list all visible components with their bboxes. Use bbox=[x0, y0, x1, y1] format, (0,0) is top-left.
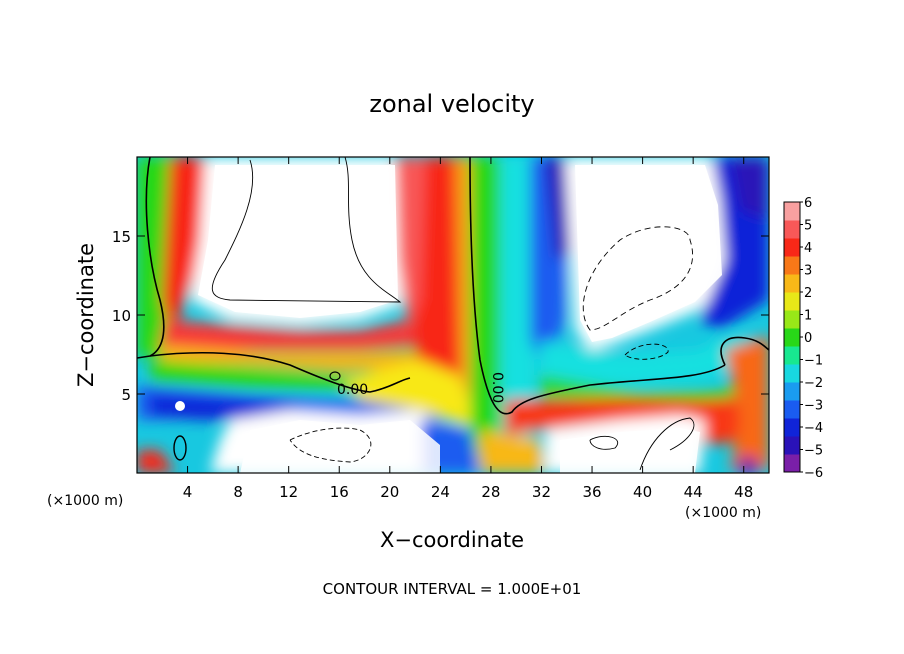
colorbar-label: −2 bbox=[804, 376, 823, 391]
colorbar-label: 1 bbox=[804, 309, 812, 324]
contour-dashed-bottom bbox=[289, 427, 372, 463]
colorbar-swatch bbox=[784, 364, 800, 383]
colorbar-swatch bbox=[784, 328, 800, 347]
x-tick-label: 16 bbox=[330, 483, 349, 501]
y-tick-label: 15 bbox=[112, 228, 131, 246]
colorbar-label: 3 bbox=[804, 264, 812, 279]
contour-zero-mid bbox=[149, 351, 411, 393]
y-axis-ticks: 5 10 15 bbox=[112, 228, 769, 404]
colorbar-label: 6 bbox=[804, 196, 812, 211]
x-tick-label: 36 bbox=[582, 483, 601, 501]
colorbar-swatch bbox=[784, 256, 800, 275]
x-tick-label: 44 bbox=[684, 483, 703, 501]
x-tick-label: 28 bbox=[481, 483, 500, 501]
contour-thin-bottom-right bbox=[589, 417, 695, 471]
colorbar bbox=[783, 201, 801, 473]
colorbar-swatch bbox=[784, 220, 800, 239]
colorbar-swatch bbox=[784, 346, 800, 365]
x-tick-label: 24 bbox=[431, 483, 450, 501]
colorbar-label: −1 bbox=[804, 354, 823, 369]
contour-label-left: 0.00 bbox=[337, 382, 368, 398]
y-tick-label: 5 bbox=[121, 386, 131, 404]
x-tick-label: 48 bbox=[734, 483, 753, 501]
x-tick-label: 32 bbox=[532, 483, 551, 501]
contour-interval-note: CONTOUR INTERVAL = 1.000E+01 bbox=[323, 580, 582, 598]
colorbar-swatch bbox=[784, 292, 800, 311]
contour-zero-column bbox=[469, 157, 726, 415]
x-axis-label: X−coordinate bbox=[380, 528, 524, 552]
contour-zero-left bbox=[137, 157, 165, 359]
colorbar-label: −4 bbox=[804, 421, 823, 436]
colorbar-label: 0 bbox=[804, 331, 812, 346]
colorbar-swatch bbox=[784, 238, 800, 257]
colorbar-swatch bbox=[784, 202, 800, 221]
colorbar-swatch bbox=[784, 274, 800, 293]
x-tick-label: 8 bbox=[233, 483, 243, 501]
x-tick-label: 40 bbox=[633, 483, 652, 501]
colorbar-swatch bbox=[784, 400, 800, 419]
contour-dashed-small bbox=[624, 343, 669, 360]
colorbar-label: 4 bbox=[804, 241, 812, 256]
colorbar-swatch bbox=[784, 382, 800, 401]
colorbar-label: 5 bbox=[804, 219, 812, 234]
y-axis-label: Z−coordinate bbox=[74, 243, 98, 387]
colorbar-swatch bbox=[784, 436, 800, 455]
colorbar-swatch bbox=[784, 418, 800, 437]
colorbar-label: 2 bbox=[804, 286, 812, 301]
heatmap-field bbox=[137, 157, 769, 473]
x-tick-label: 20 bbox=[380, 483, 399, 501]
contour-label-column: 0.00 bbox=[489, 372, 505, 403]
x-unit-label-left: (×1000 m) bbox=[47, 493, 123, 509]
chart-title: zonal velocity bbox=[369, 90, 534, 118]
contour-dashed-right bbox=[582, 226, 694, 331]
colorbar-label: −5 bbox=[804, 444, 823, 459]
colorbar-swatch bbox=[784, 310, 800, 329]
x-axis-ticks: 4 8 12 16 20 24 28 32 36 40 44 48 bbox=[183, 157, 753, 501]
y-tick-label: 10 bbox=[112, 307, 131, 325]
x-unit-label-right: (×1000 m) bbox=[685, 505, 761, 521]
colorbar-label: −3 bbox=[804, 399, 823, 414]
colorbar-swatch bbox=[784, 454, 800, 473]
contour-zero-right bbox=[720, 336, 769, 366]
contour-lines bbox=[137, 157, 769, 471]
colorbar-labels: 6 5 4 3 2 1 0 −1 −2 −3 −4 −5 −6 bbox=[800, 196, 823, 481]
colorbar-label: −6 bbox=[804, 466, 823, 481]
x-tick-label: 12 bbox=[279, 483, 298, 501]
x-tick-label: 4 bbox=[183, 483, 193, 501]
contour-thin-topleft bbox=[211, 157, 402, 303]
